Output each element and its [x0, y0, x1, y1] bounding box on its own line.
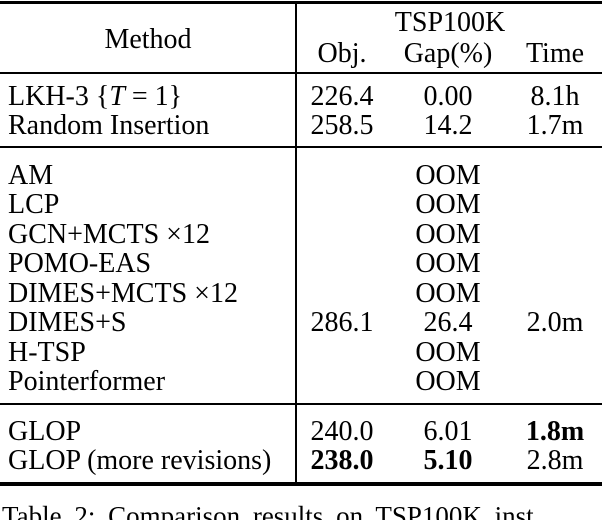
table-caption: Table 2: Comparison results on TSP100K i… [2, 501, 534, 520]
table-vertical-rule [295, 4, 297, 482]
method-cell: GLOP [8, 415, 82, 447]
time-cell: 2.8m [526, 445, 584, 476]
method-cell: GCN+MCTS ×12 [8, 218, 210, 250]
table-row-lkh3: LKH-3 {T = 1} 226.4 0.00 8.1h [0, 80, 602, 113]
gap-cell: OOM [415, 218, 481, 250]
gap-cell: 14.2 [423, 110, 473, 141]
method-cell: H-TSP [8, 336, 86, 368]
gap-cell: 26.4 [423, 307, 473, 338]
time-cell: 1.7m [526, 110, 584, 141]
section-separator-rule [0, 146, 602, 148]
table-row-am: AM OOM [0, 159, 602, 191]
subheader-row: Obj. Gap(%) Time [0, 37, 602, 69]
table-row-random-insertion: Random Insertion 258.5 14.2 1.7m [0, 110, 602, 141]
gap-cell: OOM [415, 277, 481, 309]
obj-cell: 226.4 [310, 80, 374, 112]
method-cell: AM [8, 159, 54, 191]
section-separator-rule [0, 402, 602, 405]
method-cell: Random Insertion [8, 110, 210, 141]
glop-methods-group: GLOP 240.0 6.01 1.8m GLOP (more revision… [0, 415, 602, 477]
neural-methods-group: AM OOM LCP OOM GCN+MCTS ×12 OOM POMO-EAS… [0, 159, 602, 398]
obj-cell: 258.5 [310, 110, 374, 141]
column-group-header-tsp100k: TSP100K [394, 7, 506, 38]
gap-cell: OOM [415, 366, 481, 397]
table-row-dimes-mcts: DIMES+MCTS ×12 OOM [0, 277, 602, 309]
method-cell: LCP [8, 189, 60, 220]
gap-cell-best: 5.10 [423, 445, 473, 476]
baseline-methods-group: LKH-3 {T = 1} 226.4 0.00 8.1h Random Ins… [0, 80, 602, 142]
gap-cell: OOM [415, 159, 481, 191]
obj-cell-best: 238.0 [310, 445, 374, 476]
time-cell-best: 1.8m [525, 415, 585, 447]
table-row-pomo-eas: POMO-EAS OOM [0, 248, 602, 279]
method-cell: LKH-3 {T = 1} [0, 81, 296, 113]
method-text: = 1} [124, 80, 183, 112]
obj-cell: 240.0 [310, 415, 374, 447]
column-header-gap: Gap(%) [403, 37, 493, 69]
time-cell: 2.0m [526, 307, 584, 338]
gap-cell: 0.00 [423, 80, 473, 112]
column-header-method: Method [104, 23, 192, 55]
gap-cell: 6.01 [423, 415, 473, 447]
table-bottom-rule [0, 482, 602, 486]
obj-cell: 286.1 [310, 307, 374, 338]
table-row-glop-more-revisions: GLOP (more revisions) 238.0 5.10 2.8m [0, 445, 602, 476]
header-separator-rule [0, 71, 602, 74]
method-cell: POMO-EAS [8, 248, 152, 279]
table-row-glop: GLOP 240.0 6.01 1.8m [0, 415, 602, 447]
method-math-var: T [109, 80, 125, 112]
column-header-time: Time [525, 37, 585, 69]
time-cell: 8.1h [530, 80, 580, 112]
method-cell: GLOP (more revisions) [8, 445, 272, 476]
table-row-dimes-s: DIMES+S 286.1 26.4 2.0m [0, 307, 602, 338]
column-header-obj: Obj. [317, 37, 367, 69]
gap-cell: OOM [415, 189, 481, 220]
table-row-lcp: LCP OOM [0, 189, 602, 220]
gap-cell: OOM [415, 336, 481, 368]
gap-cell: OOM [415, 248, 481, 279]
method-cell: DIMES+MCTS ×12 [8, 277, 238, 309]
table-top-rule [0, 1, 602, 4]
table-row-gcn-mcts: GCN+MCTS ×12 OOM [0, 218, 602, 250]
method-cell: Pointerformer [8, 366, 166, 397]
method-text: LKH-3 { [8, 80, 110, 112]
table-row-h-tsp: H-TSP OOM [0, 336, 602, 368]
table-row-pointerformer: Pointerformer OOM [0, 366, 602, 397]
method-cell: DIMES+S [8, 307, 127, 338]
